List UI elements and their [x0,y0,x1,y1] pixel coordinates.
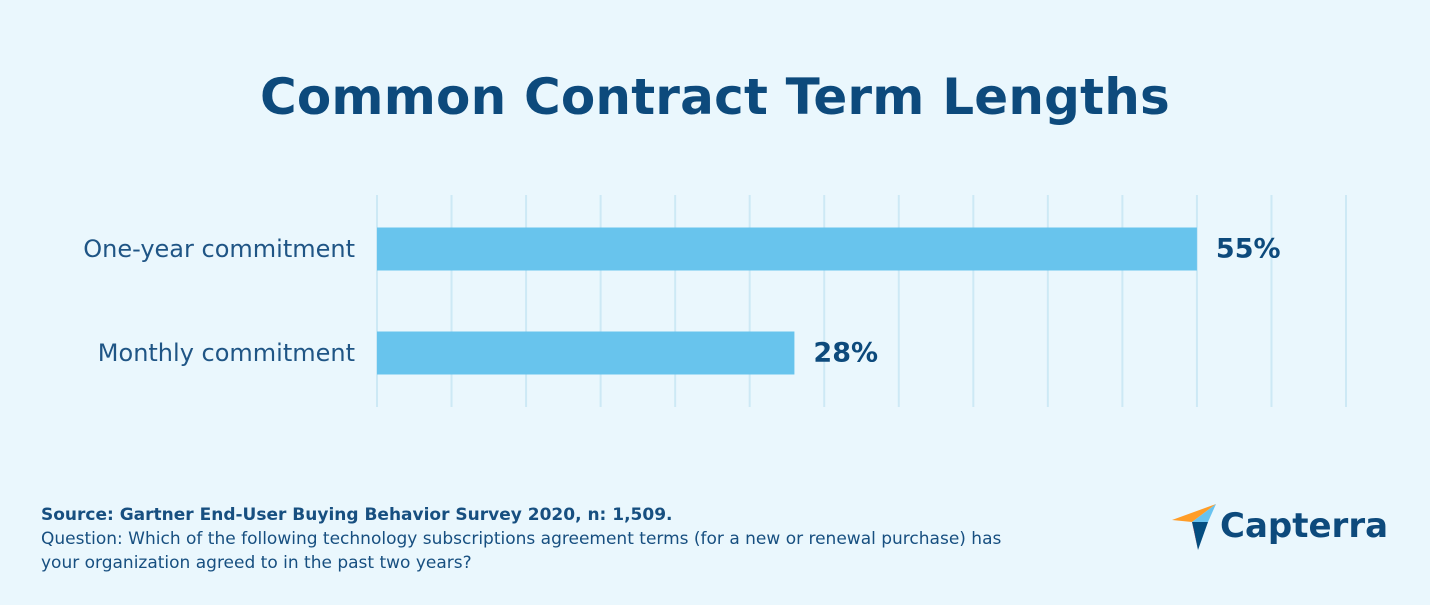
capterra-logo-icon [1172,504,1216,550]
question-line: Question: Which of the following technol… [41,529,1002,573]
chart-title: Common Contract Term Lengths [259,68,1171,126]
bar-0 [377,227,1197,271]
value-label-0: 55% [1216,234,1281,265]
category-label-1: Monthly commitment [98,339,355,367]
bars [377,227,1197,375]
source-line: Source: Gartner End-User Buying Behavior… [41,505,673,525]
value-labels: 55% 28% [813,234,1280,369]
bar-1 [377,331,795,375]
bar-chart: One-year commitment Monthly commitment 55… [83,195,1347,407]
category-labels: One-year commitment Monthly commitment [83,235,355,367]
category-label-0: One-year commitment [83,235,355,263]
value-label-1: 28% [813,338,878,369]
source-note: Source: Gartner End-User Buying Behavior… [41,503,1041,575]
capterra-logo: Capterra [1170,500,1400,556]
capterra-logo-text: Capterra [1220,506,1389,546]
grid-lines [376,195,1347,407]
